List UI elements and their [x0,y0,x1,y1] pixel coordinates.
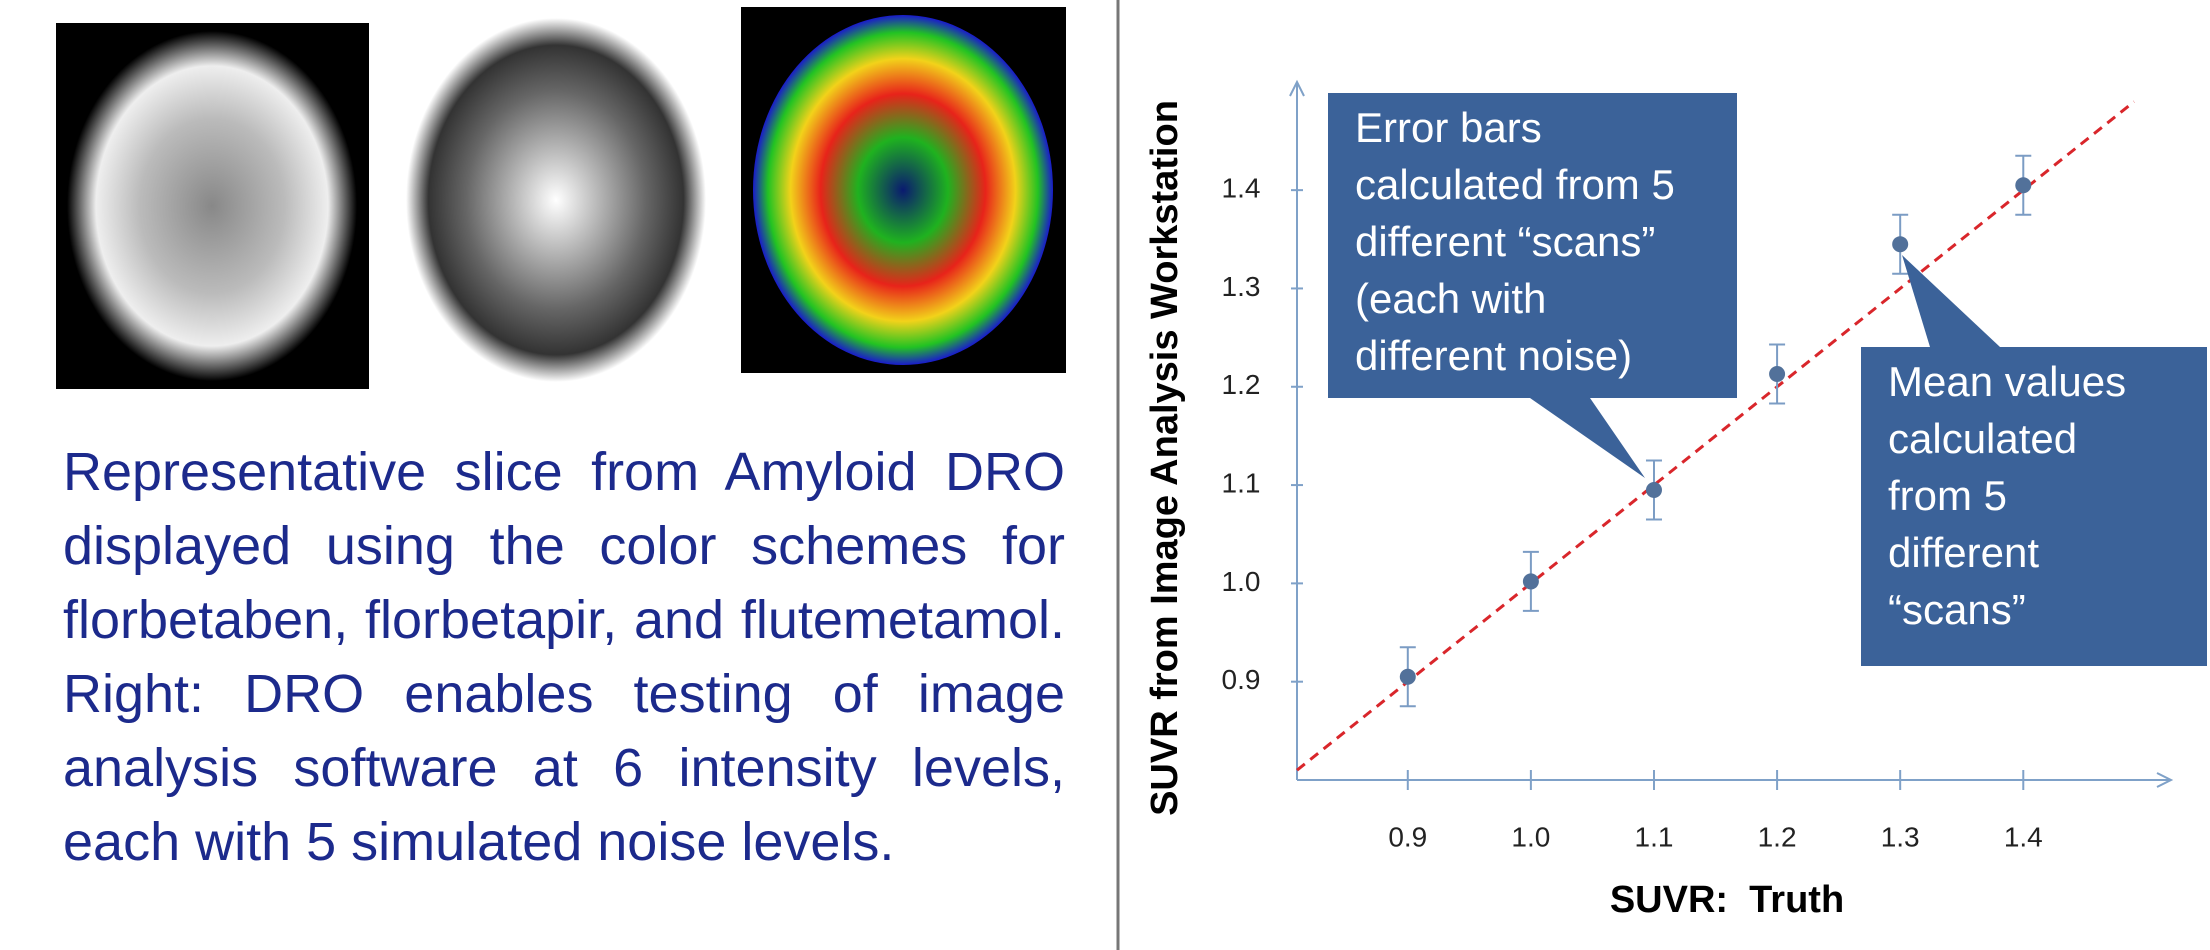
callout-text: different [1888,529,2039,576]
callout-text: (each with [1355,275,1546,322]
x-tick-label: 1.0 [1511,821,1550,852]
data-point [2015,177,2032,194]
x-axis-arrow [2156,772,2174,788]
callout-box [1328,93,1737,398]
x-axis-label: SUVR: Truth [1610,879,1844,921]
x-tick-label: 0.9 [1388,821,1427,852]
identity-line [1296,100,2136,772]
y-tick-label: 1.2 [1222,369,1261,400]
plot: 0.9 1.0 1.1 1.2 1.3 1.4 0.9 1.0 1.1 1.2 1.3 1.4 Erro… [1144,79,2207,921]
brain-images [56,7,1066,389]
y-tick-label: 1.3 [1222,271,1261,302]
brain-slice [753,15,1053,365]
callout-text: Mean values [1888,358,2126,405]
callout-text: from 5 [1888,472,2007,519]
data-point [1892,236,1909,253]
callout-text: Error bars [1355,104,1542,151]
callout-text: calculated from 5 [1355,161,1675,208]
x-tick-label: 1.1 [1635,821,1674,852]
x-tick-label: 1.3 [1881,821,1920,852]
data-point [1522,573,1539,590]
brain-slice [67,31,357,381]
callout-text: different noise) [1355,332,1632,379]
y-axis-arrow [1289,79,1305,97]
caption: Representative slice from Amyloid DRO di… [63,442,1065,872]
callout-text: “scans” [1888,586,2026,633]
y-tick-label: 1.1 [1222,467,1261,498]
data-point [1769,365,1786,382]
data-point [1399,668,1416,685]
callout-text: calculated [1888,415,2077,462]
brain-slice [406,18,706,382]
callout-box [1861,347,2207,666]
x-tick-label: 1.4 [2004,821,2043,852]
callout-text: different “scans” [1355,218,1655,265]
y-axis-label: SUVR from Image Analysis Workstation [1144,100,1186,816]
callout-pointer [1902,255,2000,347]
x-tick-label: 1.2 [1758,821,1797,852]
callout-pointer [1530,398,1645,478]
y-tick-label: 1.0 [1222,566,1261,597]
y-tick-label: 1.4 [1222,173,1261,204]
y-tick-label: 0.9 [1222,664,1261,695]
data-point [1645,481,1662,498]
